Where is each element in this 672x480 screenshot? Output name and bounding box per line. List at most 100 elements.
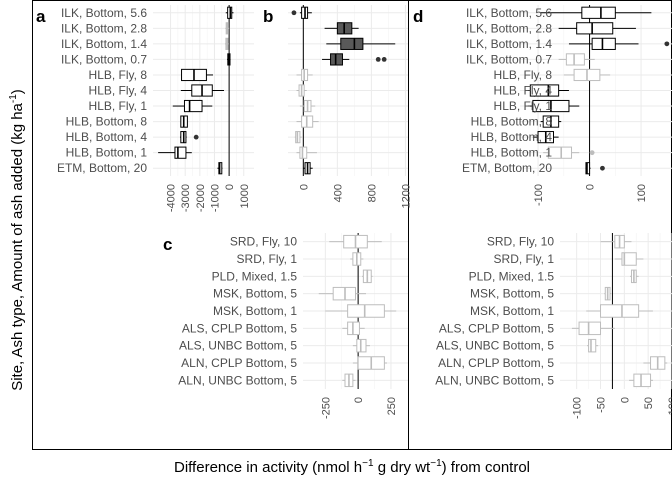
box-iqr <box>347 304 385 318</box>
category-label: MSK, Bottom, 1 <box>213 304 297 318</box>
category-label: ALS, CPLP Bottom, 5 <box>182 321 297 335</box>
x-tick-label: 0 <box>619 397 631 403</box>
box-iqr <box>529 84 560 97</box>
x-tick-label: 0 <box>224 184 236 190</box>
panel-tag-d: d <box>413 7 423 26</box>
box-2 <box>614 252 644 266</box>
box-6 <box>180 84 224 97</box>
box-8 <box>643 356 668 370</box>
box-6 <box>527 84 569 97</box>
category-label: ALS, UNBC Bottom, 5 <box>179 339 297 353</box>
box-5 <box>325 304 397 318</box>
y-axis-title-end: ) <box>9 89 26 94</box>
x-tick-label: 0 <box>353 397 365 403</box>
category-label: ETM, Bottom, 20 <box>462 161 552 175</box>
category-label: ILK, Bottom, 0.7 <box>466 52 552 66</box>
category-label: HLB, Fly, 4 <box>89 84 148 98</box>
box-6 <box>296 84 307 97</box>
category-label: HLB, Bottom, 8 <box>66 115 148 129</box>
x-tick-label: 1200 <box>400 184 412 208</box>
box-4 <box>227 53 231 66</box>
category-label: ILK, Bottom, 1.4 <box>466 37 552 51</box>
box-1 <box>225 6 234 19</box>
category-label: SRD, Fly, 10 <box>230 235 297 249</box>
box-3 <box>568 37 670 50</box>
x-axis-title-sup2: −1 <box>430 458 442 469</box>
box-9 <box>294 131 302 144</box>
box-iqr <box>183 99 203 113</box>
x-axis-title-post: ) from control <box>442 459 530 476</box>
box-11 <box>217 162 223 175</box>
category-label: HLB, Bottom, 1 <box>66 146 148 160</box>
box-10 <box>158 146 192 159</box>
x-tick-label: 100 <box>667 397 672 415</box>
category-label: ILK, Bottom, 2.8 <box>466 21 552 35</box>
box-8 <box>296 115 319 128</box>
x-tick-label: 800 <box>366 184 378 202</box>
category-label: HLB, Fly, 8 <box>89 68 148 82</box>
box-5 <box>563 68 611 82</box>
y-axis-title-main: Site, Ash type, Amount of ash added (kg … <box>9 102 26 390</box>
outlier-point <box>291 10 297 16</box>
category-label: HLB, Bottom, 4 <box>66 130 148 144</box>
box-7 <box>172 99 213 113</box>
box-1 <box>329 234 382 249</box>
category-label: SRD, Fly, 1 <box>494 252 555 266</box>
box-3 <box>326 37 396 50</box>
x-axis-title-mid: g dry wt <box>374 459 432 476</box>
x-axis-title-pre: Difference in activity (nmol h <box>174 459 362 476</box>
outlier-point <box>381 57 387 62</box>
panel-tag-b: b <box>263 7 273 26</box>
box-8 <box>352 356 387 370</box>
box-6 <box>342 321 365 336</box>
box-1 <box>540 6 652 19</box>
category-label: HLB, Bottom, 1 <box>471 146 553 160</box>
box-7 <box>527 99 580 113</box>
x-tick-label: -1000 <box>209 184 221 212</box>
box-5 <box>296 68 313 82</box>
box-5 <box>586 304 653 318</box>
panel-tag-c: c <box>163 235 172 254</box>
box-iqr <box>621 252 637 266</box>
x-tick-label: 0 <box>585 184 597 190</box>
x-tick-label: 250 <box>386 397 398 415</box>
outlier-point <box>193 134 199 140</box>
x-tick-label: 1000 <box>239 184 251 208</box>
category-label: ILK, Bottom, 0.7 <box>61 52 147 66</box>
box-iqr <box>330 53 343 66</box>
category-label: ALN, UNBC Bottom, 5 <box>178 373 297 387</box>
category-label: ALS, UNBC Bottom, 5 <box>436 339 554 353</box>
box-1 <box>600 234 632 249</box>
category-label: PLD, Mixed, 1.5 <box>469 269 555 283</box>
category-label: HLB, Bottom, 4 <box>471 130 553 144</box>
x-tick-label: -3000 <box>180 184 192 212</box>
category-label: SRD, Fly, 1 <box>237 252 298 266</box>
category-label: HLB, Fly, 8 <box>494 68 553 82</box>
box-iqr <box>340 37 364 50</box>
panel-e: SRD, Fly, 10 SRD, Fly, 1 PLD, Mixed, 1.5 MS… <box>435 233 672 419</box>
box-7 <box>299 99 316 113</box>
box-iqr <box>576 22 614 35</box>
category-label: ILK, Bottom, 2.8 <box>61 21 147 35</box>
x-tick-label: 400 <box>332 184 344 202</box>
box-10 <box>296 146 317 159</box>
panel-tag-a: a <box>36 7 46 26</box>
box-2 <box>350 252 364 266</box>
box-3 <box>630 269 639 284</box>
box-iqr <box>547 146 573 159</box>
box-iqr <box>565 53 585 66</box>
box-9 <box>532 131 559 144</box>
category-label: MSK, Bottom, 5 <box>213 287 297 301</box>
box-iqr <box>174 146 187 159</box>
category-label: ALS, CPLP Bottom, 5 <box>439 321 554 335</box>
x-tick-label: -4000 <box>166 184 178 212</box>
box-11 <box>585 162 605 175</box>
box-3 <box>225 37 229 50</box>
box-3 <box>362 269 373 284</box>
x-tick-label: -2000 <box>195 184 207 212</box>
panel-c: SRD, Fly, 10 SRD, Fly, 1 PLD, Mixed, 1.5 MS… <box>163 233 408 419</box>
box-9 <box>180 131 199 144</box>
panel-b: 0 400 800 1200 b <box>263 5 412 208</box>
box-4 <box>318 286 366 301</box>
